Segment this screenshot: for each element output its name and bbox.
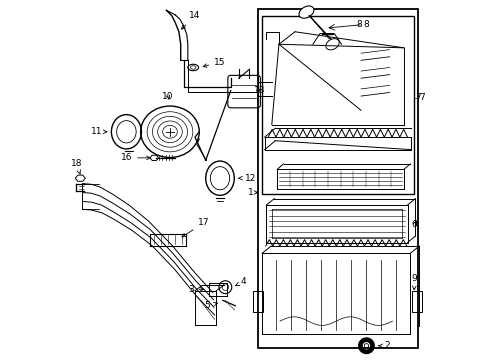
Text: 10: 10 bbox=[163, 91, 174, 100]
Text: 4: 4 bbox=[235, 277, 246, 286]
Text: 1: 1 bbox=[247, 188, 258, 197]
Text: 7: 7 bbox=[416, 93, 421, 102]
Text: 3: 3 bbox=[188, 285, 204, 294]
Bar bbox=[258, 9, 418, 348]
Text: 8: 8 bbox=[364, 20, 369, 29]
Text: 9: 9 bbox=[412, 274, 417, 290]
Ellipse shape bbox=[299, 6, 314, 18]
Text: 5: 5 bbox=[205, 301, 218, 310]
Text: 7: 7 bbox=[419, 93, 425, 102]
Text: 11: 11 bbox=[91, 127, 107, 136]
Text: 6: 6 bbox=[412, 220, 417, 229]
Text: 2: 2 bbox=[379, 341, 390, 350]
Ellipse shape bbox=[326, 39, 339, 50]
Bar bbox=[412, 291, 422, 312]
Text: 17: 17 bbox=[182, 219, 210, 237]
Text: 14: 14 bbox=[181, 11, 201, 29]
Bar bbox=[262, 16, 414, 194]
Text: 16: 16 bbox=[121, 153, 150, 162]
Bar bbox=[253, 291, 263, 312]
Text: 15: 15 bbox=[203, 58, 226, 67]
Text: 18: 18 bbox=[71, 159, 82, 174]
Text: 12: 12 bbox=[239, 174, 256, 183]
Text: 13: 13 bbox=[254, 86, 266, 95]
Text: 8: 8 bbox=[356, 20, 362, 29]
